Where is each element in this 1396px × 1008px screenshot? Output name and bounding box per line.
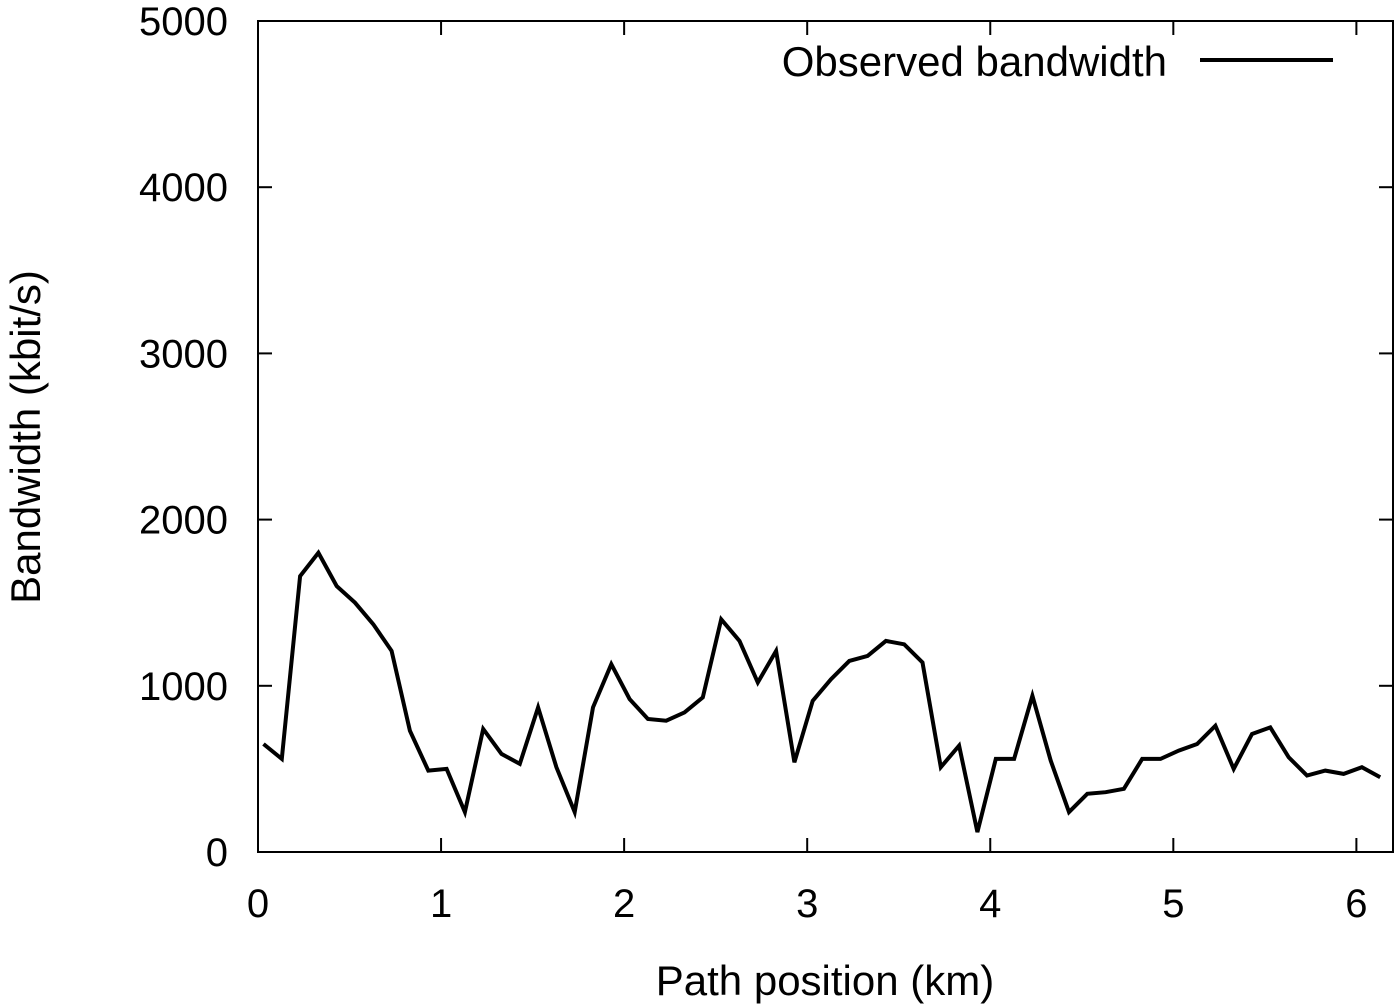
x-tick-label: 5 [1162,882,1184,926]
axis-ticks [257,20,1393,853]
series-layer [262,549,1382,833]
y-tick-label: 4000 [139,166,228,210]
y-tick-label: 3000 [139,332,228,376]
y-tick-label: 0 [206,831,228,875]
x-tick-label: 0 [247,882,269,926]
x-tick-label: 2 [613,882,635,926]
x-axis-title: Path position (km) [656,957,994,1004]
y-tick-label: 1000 [139,665,228,709]
tick-labels: 0 1 2 3 4 5 6 0 1000 2000 3000 4000 5000 [139,0,1367,926]
series-line-observed-bandwidth [262,549,1382,833]
y-tick-label: 5000 [139,0,228,44]
legend: Observed bandwidth [782,38,1333,85]
y-tick-label: 2000 [139,499,228,543]
x-tick-label: 4 [979,882,1001,926]
legend-label: Observed bandwidth [782,38,1167,85]
x-tick-label: 1 [430,882,452,926]
x-tick-label: 3 [796,882,818,926]
x-tick-label: 6 [1345,882,1367,926]
plot-frame [257,20,1394,853]
y-axis-title: Bandwidth (kbit/s) [2,270,49,604]
